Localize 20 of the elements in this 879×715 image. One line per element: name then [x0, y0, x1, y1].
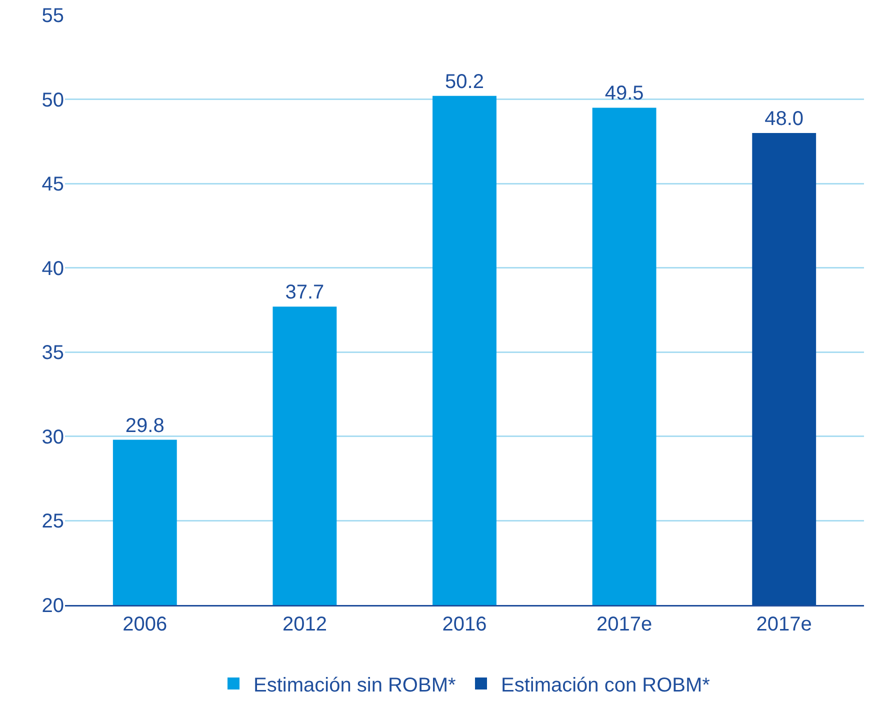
y-tick-label: 25 — [42, 510, 64, 533]
x-tick-label: 2006 — [122, 614, 168, 636]
x-tick-label: 2012 — [282, 614, 327, 636]
y-tick-label: 30 — [42, 426, 64, 448]
x-tick-label: 2017e — [756, 614, 812, 636]
data-label: 49.5 — [604, 82, 644, 105]
y-tick-label: 35 — [42, 342, 64, 364]
y-tick-label: 50 — [42, 89, 64, 112]
x-tick-label: 2017e — [596, 614, 652, 636]
y-tick-label: 40 — [42, 258, 64, 280]
data-label: 48.0 — [764, 108, 804, 130]
y-tick-label: 55 — [42, 5, 64, 27]
data-label: 29.8 — [125, 414, 164, 437]
legend-label: Estimación sin ROBM* — [254, 674, 456, 696]
data-label: 50.2 — [445, 70, 484, 93]
x-tick-label: 2016 — [442, 614, 487, 636]
y-tick-label: 20 — [42, 595, 64, 617]
y-tick-label: 45 — [42, 174, 64, 196]
legend-label: Estimación con ROBM* — [500, 674, 710, 696]
data-label: 37.7 — [285, 282, 324, 304]
